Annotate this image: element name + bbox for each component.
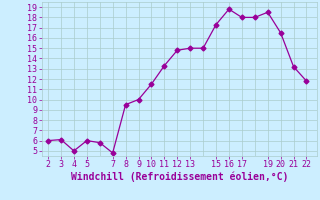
X-axis label: Windchill (Refroidissement éolien,°C): Windchill (Refroidissement éolien,°C) — [70, 172, 288, 182]
